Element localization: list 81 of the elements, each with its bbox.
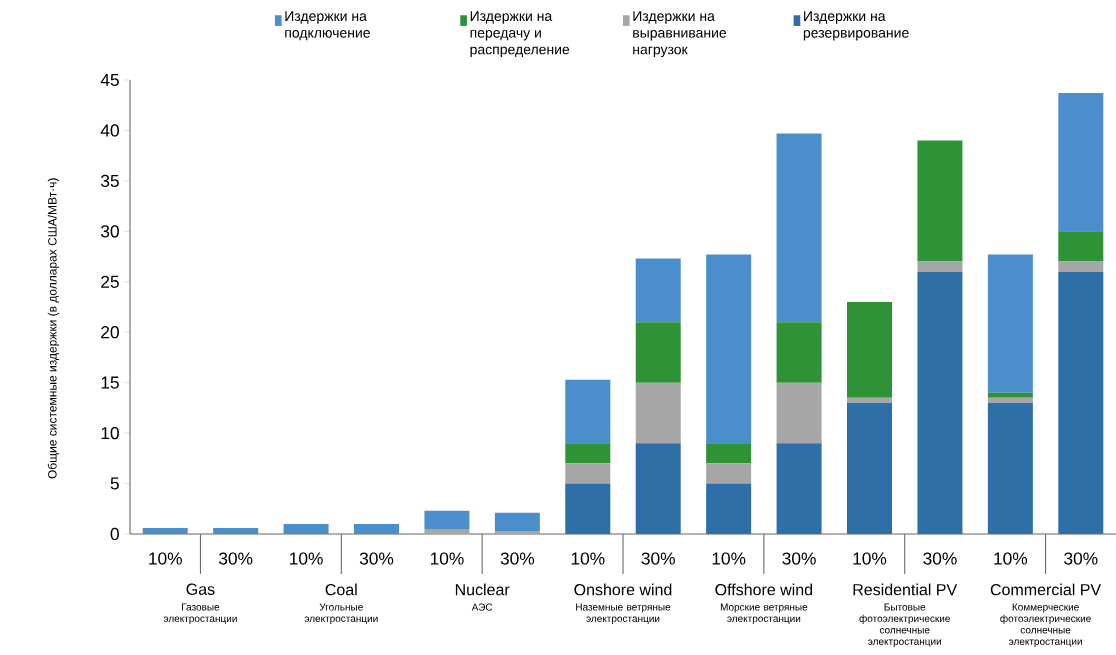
y-tick-label: 40 — [100, 124, 119, 137]
x-tick-label: 10% — [149, 552, 182, 565]
bar — [706, 463, 752, 484]
y-tick-label: 30 — [101, 225, 119, 238]
bar — [987, 397, 1033, 403]
bar — [142, 527, 188, 534]
bar — [917, 140, 963, 262]
bar — [635, 443, 681, 534]
text: Коммерческие фотоэлектрические солнечные электростанции — [1000, 603, 1091, 647]
bar — [847, 397, 893, 403]
text: Coal — [325, 583, 357, 596]
bar — [1058, 271, 1104, 534]
legend-label: Издержки на резервирование — [803, 11, 909, 41]
y-tick-label: 10 — [101, 426, 119, 440]
text: Gas — [186, 583, 215, 595]
text: Газовые электростанции — [163, 603, 237, 625]
x-tick-label: 30% — [359, 552, 394, 565]
bar — [565, 483, 611, 534]
y-tick-label: 45 — [100, 73, 119, 87]
bar — [283, 523, 329, 534]
x-tick-label: 10% — [994, 552, 1028, 565]
bar — [917, 261, 963, 272]
text: Offshore wind — [715, 583, 813, 596]
bar — [776, 443, 822, 534]
bar — [987, 254, 1033, 393]
bar — [494, 530, 540, 534]
x-tick-label: 30% — [218, 552, 253, 565]
text: Commercial PV — [990, 583, 1102, 596]
bar — [776, 322, 822, 383]
bar — [706, 443, 752, 464]
bar — [213, 527, 259, 534]
y-tick-label: 20 — [101, 326, 119, 339]
bar — [847, 402, 893, 534]
bar — [776, 382, 822, 444]
bar — [565, 379, 611, 444]
x-tick-label: 10% — [853, 552, 887, 565]
bar — [424, 528, 470, 534]
legend-label: Издержки на передачу и распределение — [470, 11, 570, 58]
text: Наземные ветряные электростанции — [576, 603, 671, 624]
y-tick-label: 35 — [101, 174, 119, 188]
x-tick-label: 10% — [290, 552, 323, 565]
y-tick-label: 15 — [101, 376, 119, 389]
text: Угольные электростанции — [304, 603, 378, 624]
text: АЭС — [471, 603, 493, 611]
bar — [494, 512, 540, 531]
x-tick-label: 30% — [500, 552, 535, 565]
y-axis-title: Общие системные издержки (в долларах США/МВт·ч) — [47, 178, 59, 479]
bar — [847, 301, 893, 398]
bar — [917, 271, 963, 534]
bar — [1058, 231, 1104, 262]
x-tick-label: 10% — [571, 552, 605, 565]
bar — [565, 443, 611, 464]
bar — [706, 483, 752, 534]
x-tick-label: 30% — [782, 552, 816, 565]
x-tick-label: 10% — [430, 552, 464, 565]
x-tick-label: 30% — [1064, 552, 1098, 565]
text: Морские ветряные электростанции — [720, 603, 808, 624]
text: Бытовые фотоэлектрические солнечные электростанции — [859, 603, 950, 647]
y-tick-label: 5 — [110, 477, 119, 490]
bar — [987, 392, 1033, 398]
bar — [987, 402, 1033, 534]
x-tick-label: 30% — [641, 552, 675, 565]
bar — [776, 133, 822, 323]
bar — [565, 463, 611, 484]
bar — [635, 322, 681, 383]
bar — [635, 258, 681, 323]
legend-label: Издержки на подключение — [285, 11, 370, 41]
legend-label: Издержки на выравнивание нагрузок — [633, 11, 727, 58]
x-tick-label: 30% — [923, 552, 957, 565]
x-tick-label: 10% — [712, 552, 746, 565]
bar — [424, 510, 470, 529]
y-tick-label: 0 — [110, 527, 119, 541]
y-tick-label: 25 — [101, 275, 119, 288]
text: Nuclear — [455, 583, 510, 596]
bar — [1058, 261, 1104, 272]
bar — [354, 523, 400, 534]
text: Onshore wind — [574, 583, 672, 596]
bar — [706, 254, 752, 444]
bar — [635, 382, 681, 444]
bar — [1058, 93, 1104, 232]
text: Residential PV — [853, 583, 958, 596]
